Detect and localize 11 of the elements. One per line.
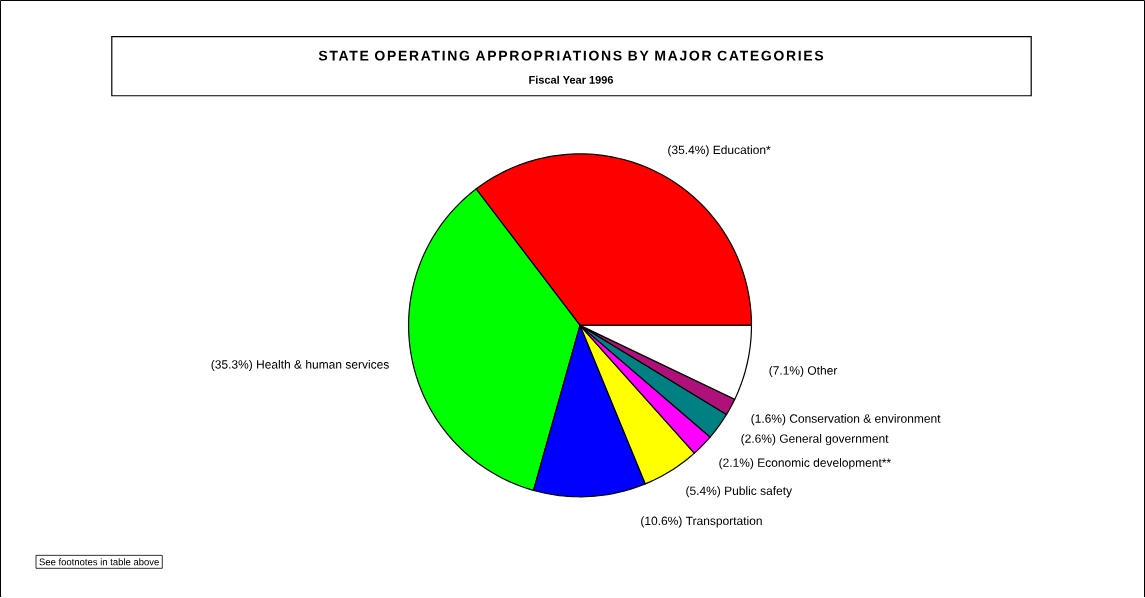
- chart-subtitle: Fiscal Year 1996: [529, 75, 614, 84]
- chart-title: STATE OPERATING APPROPRIATIONS BY MAJOR CATEGORIES: [318, 50, 824, 61]
- slice-label: (2.1%) Economic development**: [719, 458, 891, 470]
- slice-label: (35.4%) Education*: [668, 145, 771, 157]
- slice-label: (10.6%) Transportation: [641, 516, 762, 528]
- slice-label: (35.3%) Health & human services: [211, 360, 389, 372]
- slice-label: (1.6%) Conservation & environment: [751, 414, 941, 426]
- slice-label: (2.6%) General government: [741, 434, 889, 446]
- slice-label: (5.4%) Public safety: [686, 486, 793, 498]
- text: See footnotes in table above: [39, 558, 159, 566]
- slice-label: (7.1%) Other: [769, 366, 838, 378]
